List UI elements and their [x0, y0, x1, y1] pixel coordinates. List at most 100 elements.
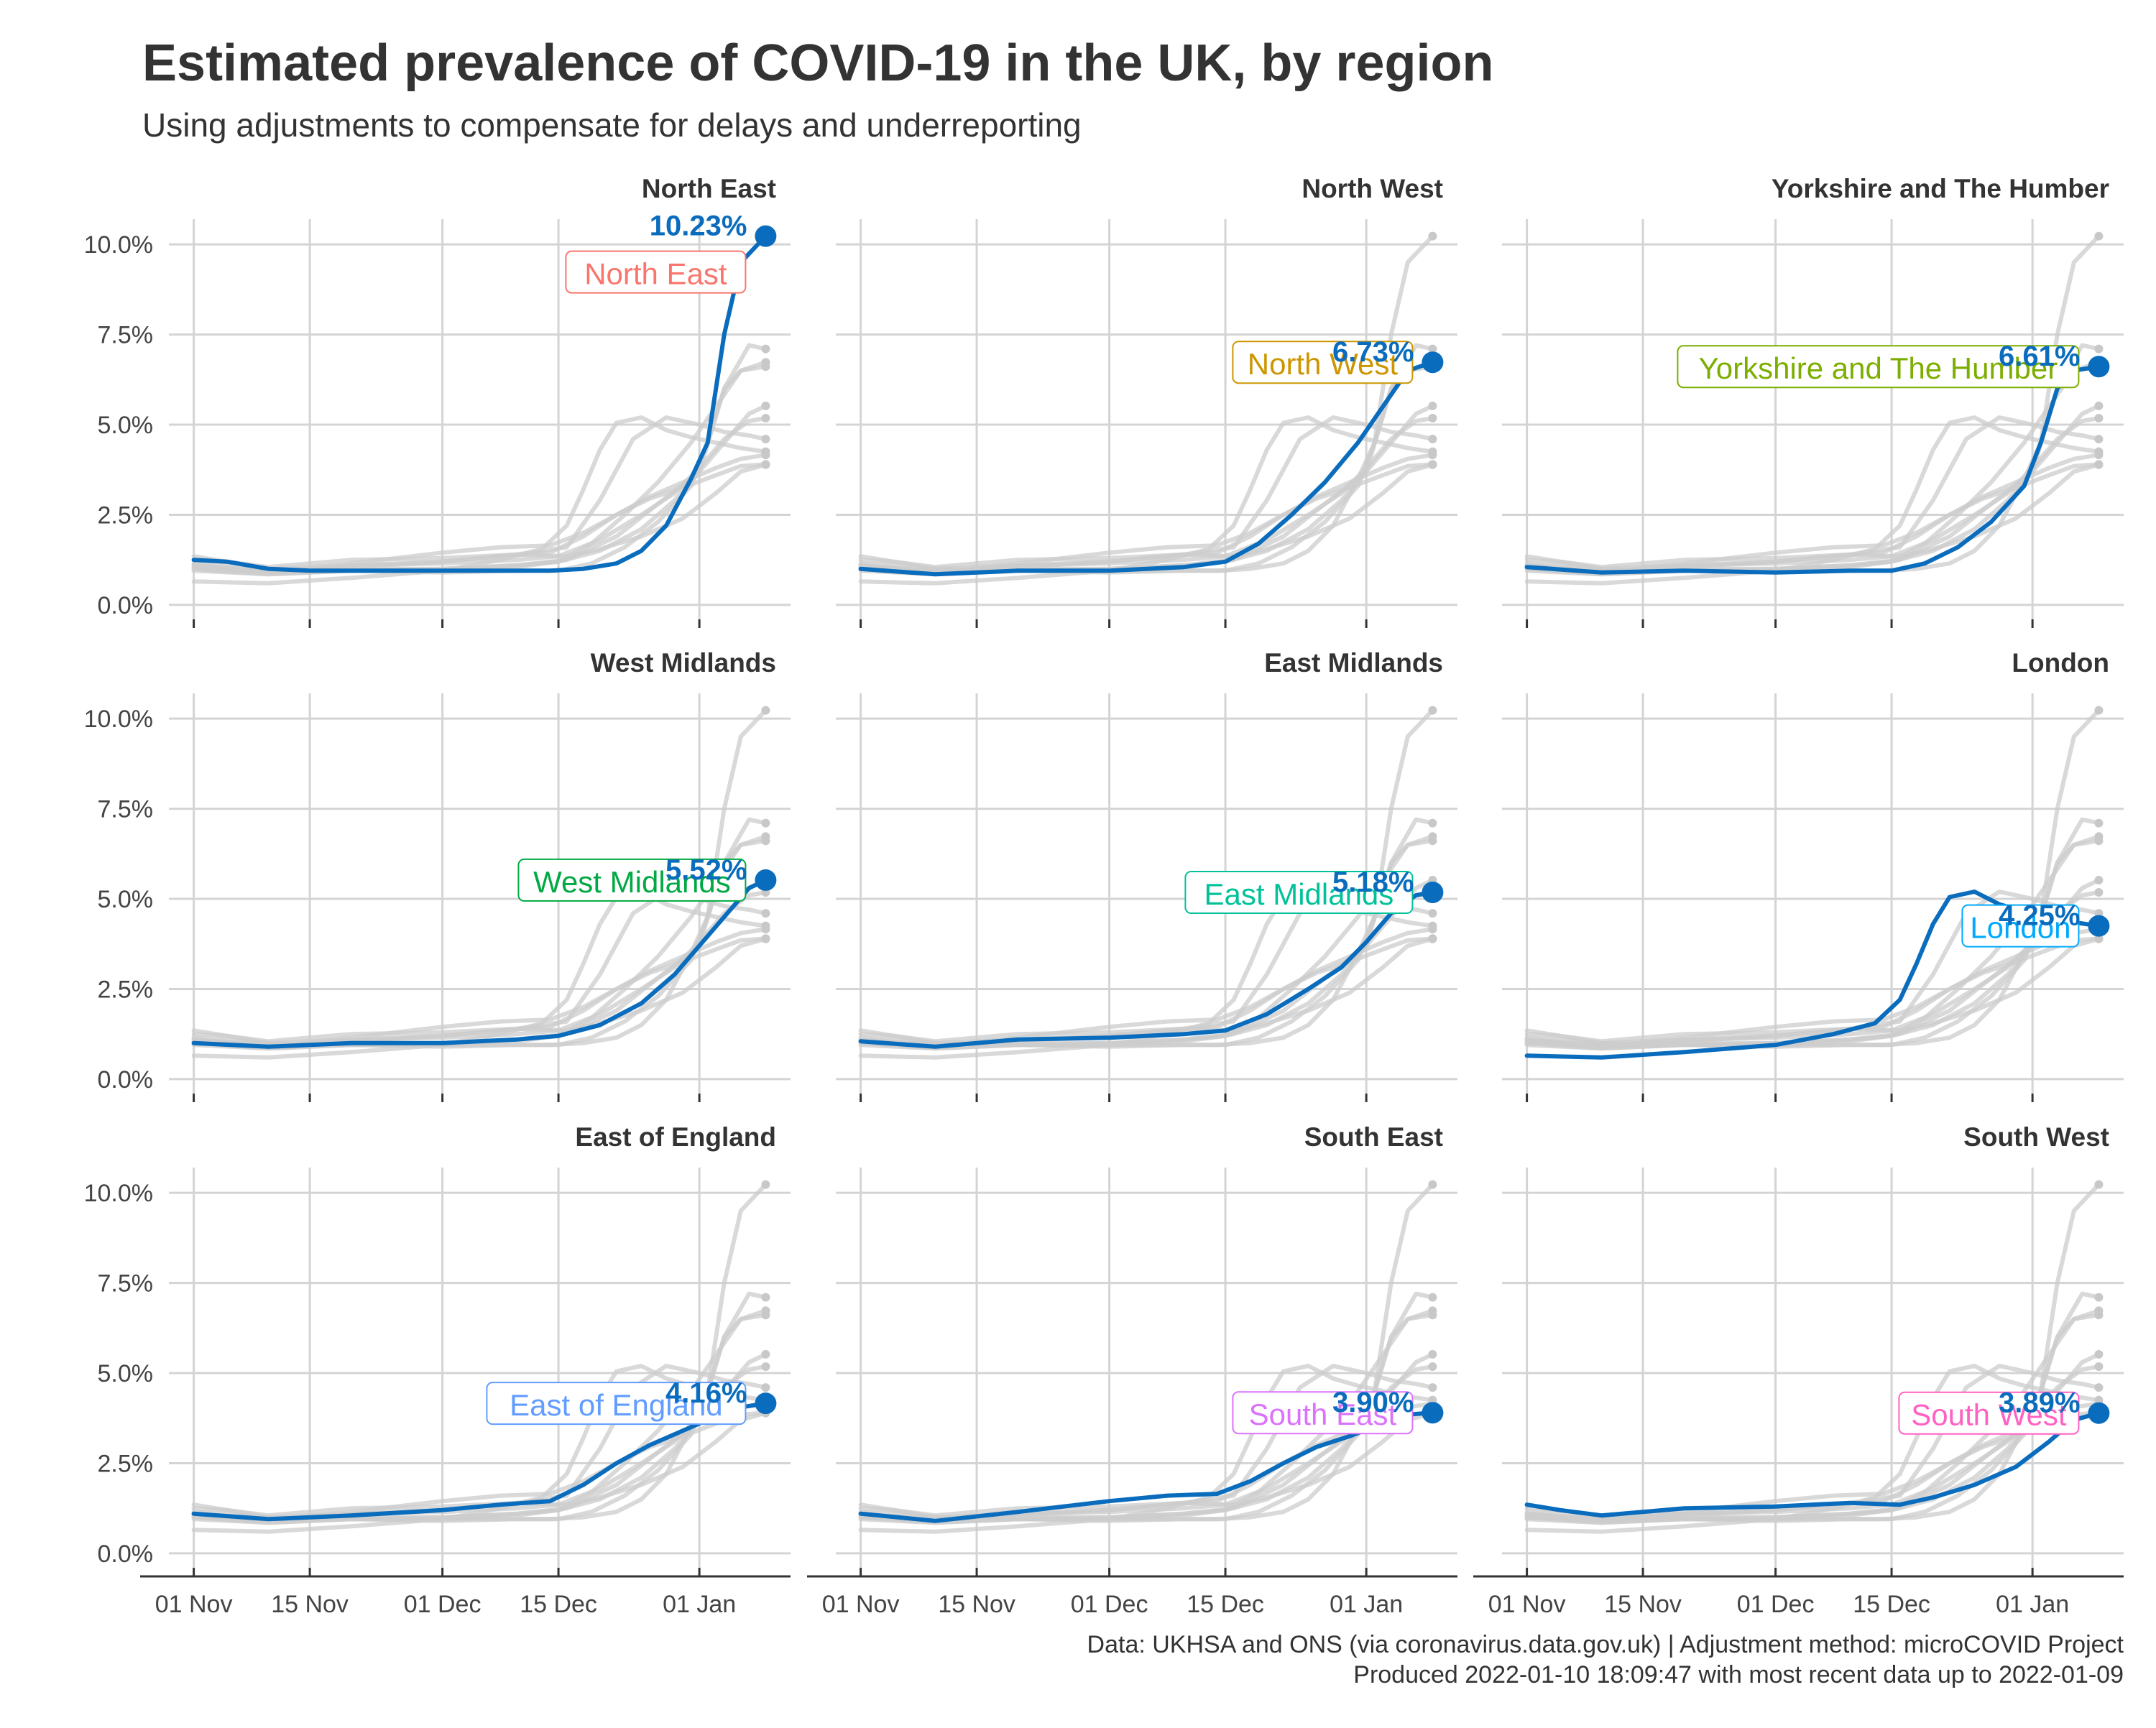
- background-series-end-point: [1428, 1362, 1437, 1371]
- y-tick-label: 7.5%: [98, 1270, 154, 1298]
- highlight-end-point: [755, 1392, 777, 1415]
- background-series-end-point: [2094, 836, 2104, 846]
- region-label-box: [486, 1382, 747, 1426]
- highlight-series-line: [1524, 1410, 2101, 1518]
- background-series-line: [858, 415, 1435, 571]
- background-series-end-point: [2094, 413, 2104, 422]
- x-tick-label: 01 Nov: [822, 1591, 900, 1618]
- highlight-end-point: [1422, 881, 1444, 903]
- y-tick-label: 5.0%: [98, 412, 154, 439]
- background-series-end-point: [2094, 231, 2104, 241]
- highlight-end-point: [755, 225, 777, 247]
- highlight-series-line: [191, 877, 768, 1049]
- x-tick-label: 01 Nov: [1488, 1591, 1566, 1618]
- background-series-end-point: [2094, 1383, 2104, 1392]
- background-series-end-point: [2094, 934, 2104, 943]
- x-tick-label: 01 Dec: [404, 1591, 482, 1618]
- highlight-series-line: [858, 360, 1435, 577]
- panel-title: West Midlands: [591, 648, 776, 678]
- value-label: 6.61%: [1999, 341, 2080, 372]
- panel-title: Yorkshire and The Humber: [1772, 174, 2109, 203]
- highlight-end-point: [2088, 1402, 2110, 1424]
- background-series-line: [1524, 415, 2101, 586]
- caption-line-1: Data: UKHSA and ONS (via coronavirus.dat…: [1087, 1631, 2124, 1658]
- background-series-end-point: [761, 1362, 770, 1371]
- x-tick-label: 01 Dec: [1071, 1591, 1148, 1618]
- background-series-end-point: [761, 344, 770, 354]
- y-tick-label: 0.0%: [98, 1540, 154, 1568]
- background-series-end-point: [1428, 818, 1437, 828]
- background-series-end-point: [761, 1293, 770, 1302]
- panel-title: North West: [1302, 174, 1443, 203]
- background-series-end-point: [2094, 451, 2104, 460]
- background-series-end-point: [1428, 460, 1437, 469]
- value-label: 10.23%: [650, 211, 747, 242]
- region-label: North East: [584, 257, 727, 291]
- background-series-line: [858, 415, 1435, 586]
- background-series-line: [191, 415, 768, 571]
- region-label-box: [565, 250, 747, 294]
- background-series-end-point: [1428, 925, 1437, 934]
- background-series-end-point: [2094, 818, 2104, 828]
- region-label-box: [1232, 1391, 1414, 1435]
- background-series-end-point: [1428, 1180, 1437, 1189]
- y-tick-label: 2.5%: [98, 1450, 154, 1477]
- region-label-box: [1677, 345, 2080, 389]
- background-series-line: [858, 1291, 1435, 1525]
- background-series-end-point: [1428, 413, 1437, 422]
- background-series-line: [1524, 817, 2101, 1051]
- y-tick-label: 2.5%: [98, 976, 154, 1003]
- panel-title: East Midlands: [1264, 648, 1443, 678]
- background-series-end-point: [761, 401, 770, 410]
- background-series-end-point: [1428, 1293, 1437, 1302]
- background-series-line: [191, 343, 768, 577]
- highlight-series-line: [191, 234, 768, 573]
- y-tick-label: 7.5%: [98, 322, 154, 349]
- highlight-end-point: [1422, 1402, 1444, 1424]
- region-label-box: [1898, 1391, 2080, 1435]
- y-tick-label: 5.0%: [98, 886, 154, 913]
- background-series-end-point: [761, 1383, 770, 1392]
- region-label: London: [1970, 911, 2070, 945]
- background-series-line: [191, 927, 768, 1048]
- panel-east-of-england: 0.0% 2.5% 5.0% 7.5% 10.0% 01 Nov 15 Nov 01 Dec 1…: [84, 1122, 791, 1618]
- background-series-end-point: [761, 1180, 770, 1189]
- background-series-end-point: [761, 435, 770, 444]
- background-series-end-point: [2094, 1180, 2104, 1189]
- background-series-end-point: [1428, 1311, 1437, 1320]
- background-series-end-point: [1428, 451, 1437, 460]
- y-tick-label: 0.0%: [98, 1066, 154, 1094]
- panel-title: London: [2012, 648, 2109, 678]
- region-label: Yorkshire and The Humber: [1699, 351, 2058, 385]
- highlight-end-point: [755, 869, 777, 891]
- background-series-end-point: [2094, 401, 2104, 410]
- y-tick-label: 10.0%: [84, 706, 153, 733]
- x-tick-label: 15 Nov: [938, 1591, 1015, 1618]
- background-series-end-point: [1428, 435, 1437, 444]
- background-series-end-point: [761, 925, 770, 934]
- value-label: 5.52%: [665, 854, 747, 886]
- background-series-line: [858, 817, 1435, 1051]
- background-series-end-point: [2094, 344, 2104, 354]
- highlight-end-point: [1422, 351, 1444, 374]
- background-series-end-point: [1428, 1349, 1437, 1359]
- background-series-line: [191, 364, 768, 575]
- background-series-end-point: [2094, 706, 2104, 715]
- y-tick-label: 7.5%: [98, 796, 154, 823]
- background-series-line: [858, 453, 1435, 573]
- y-tick-label: 10.0%: [84, 231, 153, 259]
- background-series-line: [191, 890, 768, 1060]
- panel-title: South East: [1304, 1122, 1443, 1152]
- x-tick-label: 01 Jan: [1996, 1591, 2069, 1618]
- chart-title: Estimated prevalence of COVID-19 in the …: [142, 34, 1493, 92]
- x-tick-label: 15 Nov: [1604, 1591, 1682, 1618]
- background-series-end-point: [761, 413, 770, 422]
- background-series-end-point: [1428, 934, 1437, 943]
- value-label: 3.89%: [1999, 1387, 2080, 1419]
- background-series-end-point: [2094, 1362, 2104, 1371]
- background-series-line: [858, 364, 1435, 575]
